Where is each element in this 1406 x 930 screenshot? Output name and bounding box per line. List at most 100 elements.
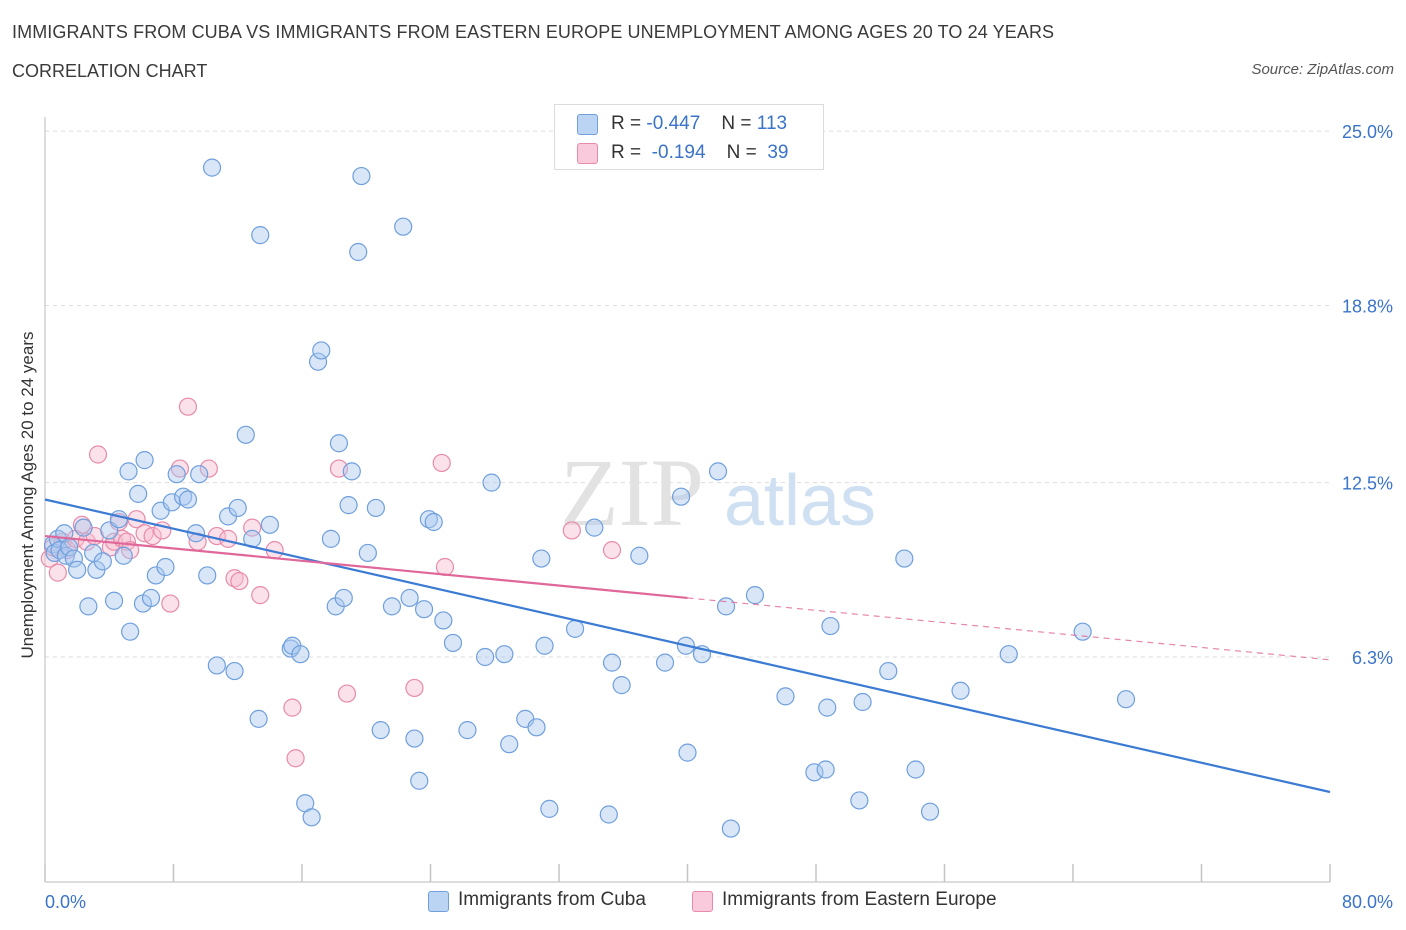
- cuba-point: [167, 465, 186, 484]
- eastern-europe-point: [230, 571, 249, 591]
- eastern-europe-point: [251, 586, 270, 605]
- cuba-point: [251, 226, 270, 245]
- cuba-point: [79, 597, 98, 616]
- cuba-point: [671, 487, 691, 506]
- series-cuba-points: [43, 158, 1136, 838]
- cuba-legend-label: Immigrants from Cuba: [458, 889, 646, 910]
- eastern-europe-point: [170, 459, 190, 478]
- cuba-point: [708, 462, 728, 481]
- watermark-atlas: atlas: [724, 461, 876, 541]
- ee-r-value: -0.194: [651, 142, 706, 163]
- cuba-trend-line: [44, 498, 1331, 794]
- cuba-point: [207, 656, 226, 675]
- eastern-europe-point: [405, 678, 424, 698]
- eastern-europe-point: [562, 521, 581, 540]
- source-credit: Source: ZipAtlas.com: [1251, 61, 1394, 78]
- cuba-point: [419, 510, 438, 529]
- eastern-europe-point: [199, 459, 218, 478]
- cuba-legend-swatch: [428, 891, 449, 912]
- cuba-point: [405, 729, 424, 748]
- cuba-point: [104, 591, 124, 610]
- cuba-point: [342, 462, 361, 481]
- eastern-europe-legend-swatch: [692, 891, 713, 912]
- eastern-europe-point: [178, 397, 198, 416]
- cuba-point: [321, 529, 341, 548]
- cuba-point: [630, 546, 649, 565]
- chart-subtitle: CORRELATION CHART: [12, 61, 208, 81]
- y-tick-label: 6.3%: [1352, 648, 1393, 668]
- cuba-point: [358, 543, 377, 563]
- eastern-europe-point: [72, 515, 92, 534]
- cuba-point: [821, 616, 840, 636]
- eastern-europe-point: [286, 749, 305, 768]
- cuba-point: [64, 549, 84, 568]
- cuba-point: [382, 597, 402, 616]
- cuba-point: [424, 512, 443, 532]
- cuba-point: [585, 518, 604, 537]
- cuba-point: [352, 166, 371, 186]
- cuba-point: [906, 760, 925, 779]
- cuba-point: [119, 462, 138, 481]
- eastern-europe-point: [283, 698, 302, 717]
- x-tick-label-max: 80.0%: [1342, 892, 1393, 912]
- cuba-point: [716, 597, 736, 616]
- trend-lines: [44, 498, 1331, 794]
- cuba-point: [198, 566, 217, 585]
- cuba-point: [818, 698, 837, 717]
- tick-labels: 6.3% 12.5% 18.8% 25.0% 0.0% 80.0%: [45, 122, 1393, 912]
- eastern-europe-point: [88, 445, 108, 464]
- cuba-point: [281, 639, 300, 658]
- cuba-point: [190, 465, 209, 484]
- cuba-point: [400, 588, 419, 608]
- x-tick-label-min: 0.0%: [45, 892, 86, 912]
- cuba-point: [93, 552, 112, 571]
- cuba-point: [500, 735, 519, 754]
- cuba-n-value: 113: [756, 113, 788, 134]
- cuba-point: [655, 653, 675, 672]
- cuba-point: [951, 681, 970, 700]
- cuba-point: [612, 676, 631, 695]
- cuba-point: [999, 645, 1018, 664]
- cuba-point: [260, 515, 279, 534]
- cuba-point: [129, 484, 148, 503]
- cuba-point: [178, 490, 198, 509]
- eastern-europe-point: [48, 563, 67, 582]
- eastern-europe-swatch: [577, 143, 598, 164]
- eastern-europe-trend-line: [44, 534, 688, 600]
- cuba-point: [678, 743, 697, 762]
- cuba-point: [394, 217, 413, 236]
- cuba-point: [443, 633, 463, 653]
- cuba-point: [302, 808, 321, 827]
- cuba-point: [895, 549, 914, 568]
- cuba-swatch: [577, 114, 598, 135]
- cuba-point: [121, 622, 140, 641]
- ee-n-label: N =: [726, 142, 757, 163]
- cuba-point: [458, 721, 477, 740]
- cuba-point: [410, 771, 429, 790]
- cuba-r-value: -0.447: [646, 113, 701, 134]
- y-tick-label: 25.0%: [1342, 122, 1393, 142]
- cuba-point: [527, 718, 546, 737]
- cuba-point: [366, 498, 385, 518]
- cuba-point: [482, 473, 501, 492]
- watermark: ZIP atlas: [560, 439, 876, 546]
- cuba-point: [68, 560, 87, 579]
- cuba-point: [879, 661, 898, 681]
- ee-n-value: 39: [767, 142, 789, 163]
- cuba-point: [249, 709, 268, 728]
- cuba-point: [308, 352, 328, 371]
- cuba-point: [920, 802, 940, 821]
- cuba-point: [236, 425, 255, 444]
- cuba-point: [74, 518, 93, 537]
- cuba-point: [721, 819, 740, 838]
- cuba-point: [114, 546, 133, 565]
- cuba-point: [141, 588, 161, 608]
- cuba-point: [434, 611, 453, 630]
- cuba-point: [156, 557, 175, 577]
- correlation-legend: R = -0.447 N = 113 R = -0.194 N = 39: [554, 104, 824, 170]
- cuba-point: [535, 636, 554, 655]
- cuba-point: [540, 799, 559, 818]
- ee-r-label: R =: [611, 142, 642, 163]
- series-legend: Immigrants from Cuba Immigrants from Eas…: [0, 889, 1406, 917]
